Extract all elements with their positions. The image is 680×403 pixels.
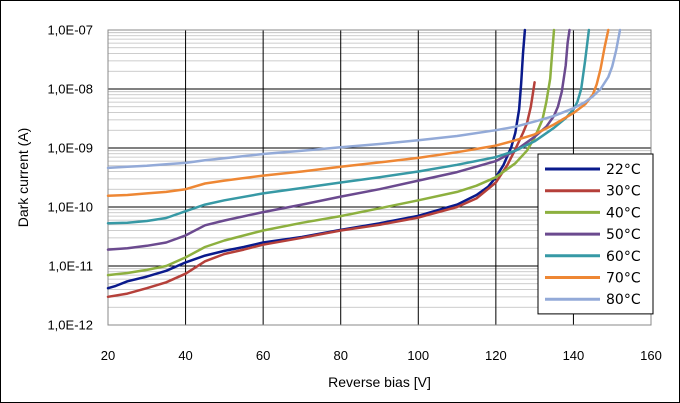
legend-label: 70°C (606, 271, 641, 287)
x-tick-label: 100 (407, 348, 429, 363)
x-tick-label: 40 (178, 348, 192, 363)
series-line (106, 28, 622, 170)
y-tick-label: 1,0E-11 (48, 259, 93, 274)
legend-label: 60°C (606, 249, 641, 265)
x-tick-label: 140 (563, 348, 585, 363)
x-tick-label: 120 (485, 348, 507, 363)
legend-label: 22°C (606, 162, 641, 178)
x-tick-label: 160 (640, 348, 662, 363)
x-tick-label: 60 (256, 348, 270, 363)
y-tick-label: 1,0E-07 (47, 23, 93, 38)
y-tick-label: 1,0E-12 (47, 318, 93, 333)
legend-label: 30°C (606, 184, 641, 200)
series-line (106, 28, 556, 277)
legend-label: 80°C (606, 292, 641, 308)
y-tick-labels: 1,0E-12 1,0E-11 1,0E-10 1,0E-09 1,0E-08 1,0E-… (47, 23, 93, 333)
series-lines (106, 28, 622, 299)
series-line (106, 81, 536, 299)
series-line (106, 28, 571, 251)
y-tick-label: 1,0E-10 (47, 200, 93, 215)
x-axis-title: Reverse bias [V] (328, 374, 431, 390)
x-tick-labels: 20 40 60 80 100 120 140 160 (101, 348, 662, 363)
legend: 22°C 30°C 40°C 50°C 60°C 70°C 80°C (537, 153, 654, 315)
legend-label: 40°C (606, 205, 641, 221)
y-tick-label: 1,0E-08 (47, 82, 93, 97)
x-tick-label: 20 (101, 348, 115, 363)
series-line (106, 28, 610, 198)
x-tick-label: 80 (333, 348, 347, 363)
series-line (106, 28, 527, 290)
y-tick-label: 1,0E-09 (47, 141, 93, 156)
y-axis-title: Dark current (A) (15, 128, 31, 228)
legend-label: 50°C (606, 227, 641, 243)
